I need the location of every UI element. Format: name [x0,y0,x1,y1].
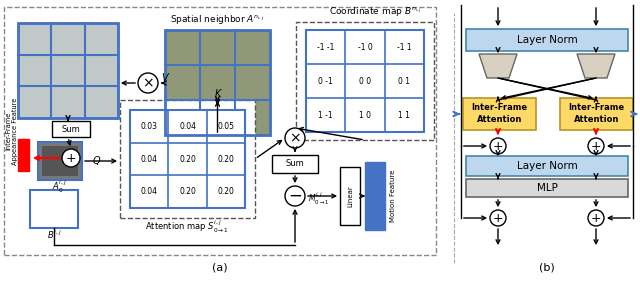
Text: Spatial neighbor $A^{n_{i,j}}$: Spatial neighbor $A^{n_{i,j}}$ [170,14,265,27]
Circle shape [588,138,604,154]
Text: 0.04: 0.04 [179,122,196,131]
Text: Sum: Sum [61,125,81,134]
Bar [120,100,255,218]
Circle shape [490,210,506,226]
Bar [130,110,245,208]
Bar [466,179,628,197]
Bar [18,139,29,171]
Bar [52,121,90,137]
Text: ×: × [289,131,301,145]
Text: -1 -1: -1 -1 [317,42,334,52]
Text: Motion Feature: Motion Feature [390,170,396,222]
Text: -1 1: -1 1 [397,42,412,52]
Text: ×: × [142,76,154,90]
Text: (b): (b) [539,262,555,272]
Text: 0.20: 0.20 [179,187,196,196]
Text: 0.20: 0.20 [179,155,196,164]
Text: 0 -1: 0 -1 [318,76,333,85]
Text: Inter-Frame
Appearance Feature: Inter-Frame Appearance Feature [6,97,19,165]
Bar [38,142,82,180]
Text: 0.05: 0.05 [218,122,234,131]
Polygon shape [577,54,615,78]
Text: 0.04: 0.04 [141,187,157,196]
Circle shape [490,138,506,154]
Text: Linear: Linear [347,185,353,207]
Text: Inter-Frame: Inter-Frame [472,102,527,112]
Bar [560,98,633,130]
Text: 0.04: 0.04 [141,155,157,164]
Text: 0.20: 0.20 [218,155,234,164]
Circle shape [138,73,158,93]
Text: 1 -1: 1 -1 [318,110,333,119]
Text: $M_{0\rightarrow1}^{i,j}$: $M_{0\rightarrow1}^{i,j}$ [308,191,330,207]
Bar [18,23,118,118]
Text: 0 0: 0 0 [359,76,371,85]
Text: +: + [66,151,76,164]
Text: $B^{i,j}$: $B^{i,j}$ [47,229,61,241]
Text: Layer Norm: Layer Norm [516,161,577,171]
Bar [466,156,628,176]
Text: +: + [493,211,503,224]
Bar [165,30,270,135]
Text: +: + [591,140,602,153]
Text: 0.20: 0.20 [218,187,234,196]
Bar [306,30,424,132]
Circle shape [285,186,305,206]
Bar [463,98,536,130]
Polygon shape [479,54,517,78]
Text: 0.03: 0.03 [141,122,157,131]
Text: $A_0^{i,j}$: $A_0^{i,j}$ [52,179,68,195]
Bar [272,155,318,173]
Text: +: + [493,140,503,153]
Circle shape [62,149,80,167]
Bar [296,22,434,140]
Text: +: + [591,211,602,224]
Bar [4,7,436,255]
Bar [466,29,628,51]
Text: Attention: Attention [477,115,522,123]
Text: MLP: MLP [536,183,557,193]
Text: V: V [162,73,168,83]
Text: 0 1: 0 1 [398,76,410,85]
Bar [30,190,78,228]
Text: -1 0: -1 0 [358,42,372,52]
Bar [340,167,360,225]
Text: K: K [214,89,221,99]
Text: Sum: Sum [285,160,305,168]
Text: 1 1: 1 1 [398,110,410,119]
Text: Attention map $S_{0\rightarrow1}^{i,j}$: Attention map $S_{0\rightarrow1}^{i,j}$ [145,219,230,235]
Text: (a): (a) [212,262,228,272]
Text: Attention: Attention [574,115,619,123]
Text: Inter-Frame: Inter-Frame [568,102,625,112]
Text: Coordinate map $B^{n_{i,j}}$: Coordinate map $B^{n_{i,j}}$ [328,5,421,18]
Circle shape [285,128,305,148]
Bar [365,162,385,230]
Text: Layer Norm: Layer Norm [516,35,577,45]
Text: −: − [288,187,302,205]
Text: 1 0: 1 0 [359,110,371,119]
Circle shape [588,210,604,226]
Bar [42,146,78,176]
Text: Q: Q [92,156,100,166]
Bar [165,30,270,135]
Bar [18,23,118,118]
